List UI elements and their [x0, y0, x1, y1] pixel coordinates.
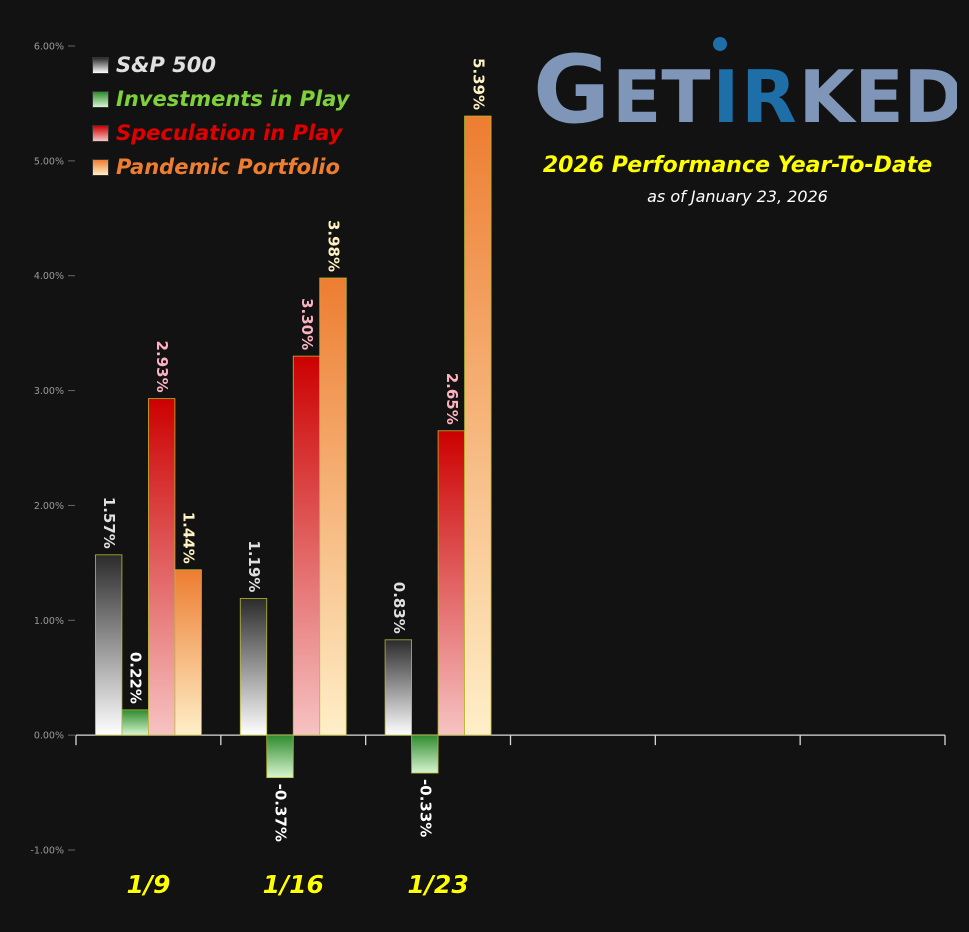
- category-label: 1/16: [263, 870, 324, 899]
- bar-value-label: 1.57%: [100, 497, 118, 549]
- bar-0-0: [95, 554, 123, 736]
- y-tick-label: 2.00%: [34, 501, 64, 512]
- legend: S&P 500 Investments in Play Speculation …: [92, 48, 349, 184]
- chart-subtitle: as of January 23, 2026: [647, 187, 828, 206]
- bar-value-label: -0.37%: [272, 784, 290, 842]
- legend-swatch-sp500: [92, 56, 109, 74]
- getirked-logo: GETIRKED: [533, 36, 963, 145]
- legend-swatch-pandemic: [92, 158, 109, 176]
- bar-2-1: [292, 355, 321, 736]
- y-tick-label: 4.00%: [34, 271, 64, 282]
- bar-value-label: 3.30%: [298, 298, 316, 350]
- y-tick-label: 5.00%: [34, 156, 64, 167]
- bar-3-0: [174, 569, 202, 736]
- bar-value-label: 1.44%: [180, 512, 198, 564]
- y-tick-label: 3.00%: [34, 386, 64, 397]
- legend-item-sp500: S&P 500: [92, 48, 349, 82]
- legend-item-speculation: Speculation in Play: [92, 116, 349, 150]
- bar-value-label: 2.65%: [443, 373, 461, 425]
- legend-item-investments: Investments in Play: [92, 82, 349, 116]
- legend-swatch-speculation: [92, 124, 109, 142]
- bar-value-label: 0.22%: [127, 652, 145, 704]
- category-label: 1/9: [126, 870, 170, 899]
- legend-swatch-investments: [92, 90, 109, 108]
- svg-text:GETIRKED: GETIRKED: [533, 36, 957, 132]
- chart-title: 2026 Performance Year-To-Date: [542, 153, 933, 178]
- bar-value-label: -0.33%: [416, 779, 434, 837]
- bar-value-label: 0.83%: [390, 582, 408, 634]
- legend-label-pandemic: Pandemic Portfolio: [116, 155, 340, 179]
- bar-value-label: 3.98%: [325, 220, 343, 272]
- y-tick-label: -1.00%: [30, 846, 64, 857]
- bar-2-2: [437, 430, 465, 736]
- legend-item-pandemic: Pandemic Portfolio: [92, 150, 349, 184]
- bar-value-label: 1.19%: [245, 540, 263, 592]
- bar-3-1: [319, 277, 347, 736]
- category-label: 1/23: [407, 870, 468, 899]
- bar-value-label: 5.39%: [469, 58, 487, 110]
- bar-0-1: [239, 598, 268, 736]
- y-tick-label: 6.00%: [34, 42, 64, 53]
- bar-1-0: [121, 709, 149, 736]
- y-tick-label: 0.00%: [34, 731, 64, 742]
- bar-3-2: [464, 115, 492, 736]
- y-tick-label: 1.00%: [34, 616, 64, 627]
- bar-2-0: [148, 398, 176, 736]
- bar-1-1: [266, 734, 294, 779]
- legend-label-sp500: S&P 500: [116, 53, 216, 77]
- legend-label-investments: Investments in Play: [116, 87, 350, 111]
- bar-0-2: [384, 639, 412, 736]
- legend-label-speculation: Speculation in Play: [116, 121, 343, 145]
- bar-1-2: [411, 734, 439, 774]
- bar-value-label: 2.93%: [153, 341, 171, 393]
